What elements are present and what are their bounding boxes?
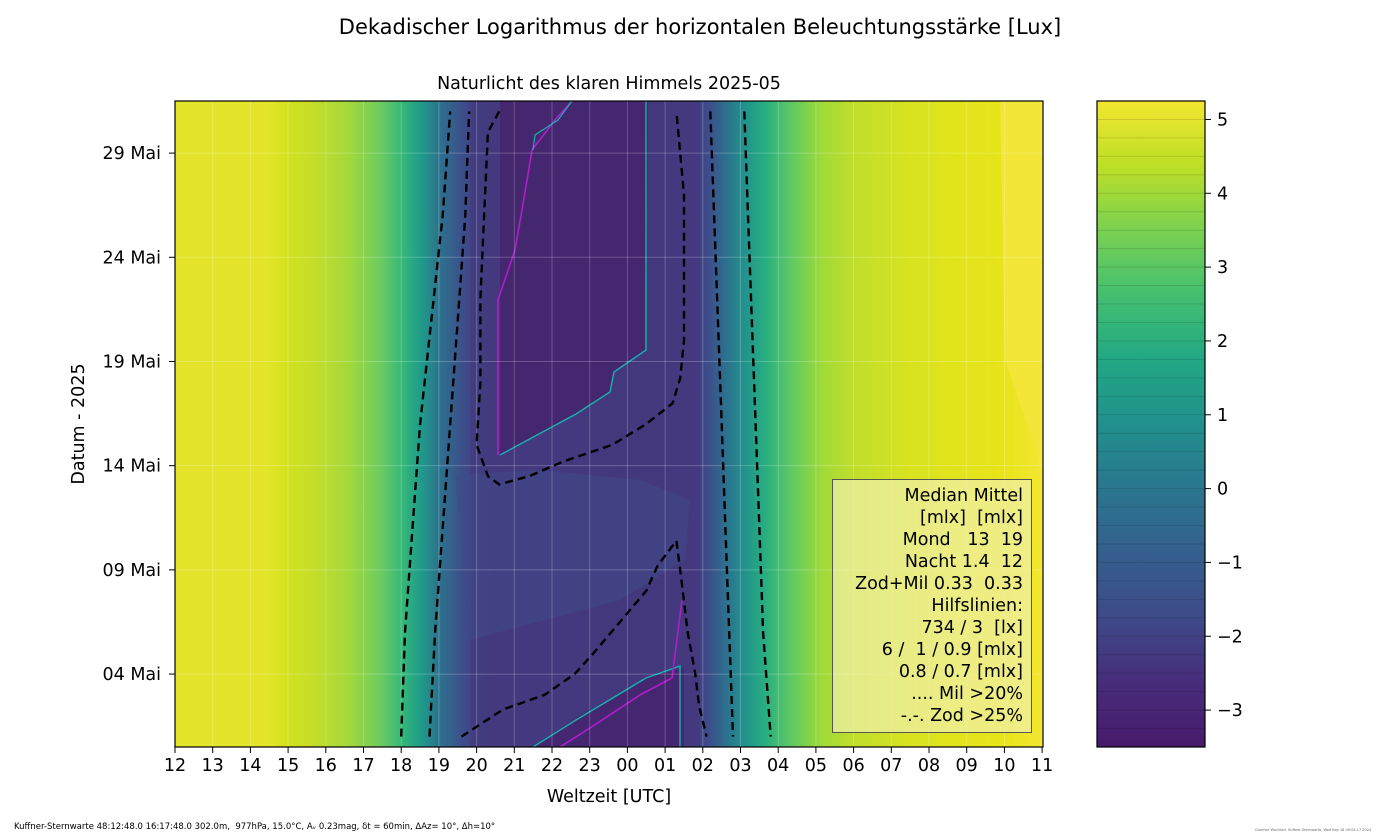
x-tick-label: 20 (465, 756, 487, 776)
dashed-contour-line (709, 111, 735, 737)
legend-line: [mlx] [mlx] (920, 508, 1023, 528)
cyan-contour-upper (499, 101, 647, 456)
x-tick-label: 03 (729, 756, 751, 776)
x-tick-label: 18 (390, 756, 412, 776)
cyan-contour-top (532, 101, 573, 151)
chart-title: Dekadischer Logarithmus der horizontalen… (339, 15, 1061, 39)
magenta-contour-upper (497, 101, 573, 455)
x-tick-label: 07 (880, 756, 902, 776)
magenta-contour-lower (559, 599, 683, 747)
x-tick-label: 14 (239, 756, 261, 776)
y-axis-ticks: 04 Mai 09 Mai 14 Mai 19 Mai 24 Mai 29 Mai (102, 144, 175, 685)
plot-frame (174, 100, 1044, 748)
dashed-contour-line (428, 111, 471, 737)
footer-credit: Günther Wuchterl, Kuffner-Sternwarte, We… (1255, 828, 1372, 832)
grid (175, 101, 1043, 747)
x-tick-label: 15 (277, 756, 299, 776)
legend-line: Hilfslinien: (931, 596, 1023, 616)
colorbar-tick-label: −1 (1217, 553, 1243, 573)
x-tick-label: 17 (352, 756, 374, 776)
colorbar-tick-label: −3 (1217, 701, 1243, 721)
colorbar-frame (1096, 100, 1206, 748)
x-tick-label: 06 (842, 756, 864, 776)
x-tick-label: 11 (1031, 756, 1053, 776)
colorbar-tick-label: 1 (1217, 406, 1228, 426)
x-tick-label: 00 (616, 756, 638, 776)
y-axis-label: Datum - 2025 (69, 363, 89, 484)
legend-line: Mond 13 19 (902, 530, 1023, 550)
legend-text: Median Mittel [mlx] [mlx] Mond 13 19 Nacht … (855, 485, 1023, 727)
bright-edge-region (1000, 101, 1043, 470)
y-tick-label: 24 Mai (102, 248, 161, 268)
x-tick-label: 13 (202, 756, 224, 776)
x-tick-label: 10 (993, 756, 1015, 776)
y-tick-label: 09 Mai (102, 561, 161, 581)
colorbar-tick-label: 5 (1217, 110, 1228, 130)
legend-line: Zod+Mil 0.33 0.33 (855, 574, 1023, 594)
x-tick-label: 01 (654, 756, 676, 776)
legend-line: Median Mittel (904, 486, 1023, 506)
x-axis-ticks: 12 13 14 15 16 17 18 19 20 21 22 23 00 01 02 03 04 05 06 07… (164, 747, 1053, 776)
x-tick-label: 23 (579, 756, 601, 776)
x-tick-label: 04 (767, 756, 789, 776)
colorbar-tick-label: 4 (1217, 184, 1228, 204)
colorbar-tick-label: 0 (1217, 480, 1228, 500)
x-tick-label: 22 (541, 756, 563, 776)
x-axis-label: Weltzeit [UTC] (547, 787, 671, 807)
legend-box: Median Mittel [mlx] [mlx] Mond 13 19 Nacht … (832, 479, 1032, 733)
x-tick-label: 09 (956, 756, 978, 776)
dashed-contours (400, 110, 772, 738)
legend-line: 0.8 / 0.7 [mlx] (898, 662, 1023, 682)
x-tick-label: 08 (918, 756, 940, 776)
dashed-contour-line (460, 537, 708, 738)
x-tick-label: 21 (503, 756, 525, 776)
y-tick-label: 04 Mai (102, 665, 161, 685)
colorbar-tick-label: 3 (1217, 258, 1228, 278)
chart-subtitle: Naturlicht des klaren Himmels 2025-05 (437, 74, 781, 94)
x-tick-label: 12 (164, 756, 186, 776)
cyan-contour-lower (532, 665, 681, 747)
legend-line: Nacht 1.4 12 (904, 552, 1023, 572)
colorbar-tick-label: 2 (1217, 332, 1228, 352)
x-tick-label: 05 (805, 756, 827, 776)
x-tick-label: 16 (315, 756, 337, 776)
colorbar-gradient (1097, 101, 1205, 747)
x-tick-label: 02 (692, 756, 714, 776)
moonlit-region (455, 470, 690, 640)
colorbar-bands (1097, 118, 1205, 730)
legend-line: .... Mil >20% (911, 684, 1023, 704)
y-tick-label: 14 Mai (102, 457, 161, 477)
dashed-contour-line (743, 111, 772, 737)
legend-line: 6 / 1 / 0.9 [mlx] (881, 640, 1023, 660)
heatmap-field (175, 101, 1043, 747)
legend-line: -.-. Zod >25% (900, 706, 1023, 726)
dashed-contour-line (400, 111, 452, 737)
moonless-night-region-upper (500, 101, 648, 455)
legend-line: 734 / 3 [lx] (921, 618, 1023, 638)
y-tick-label: 19 Mai (102, 352, 161, 372)
footer-station-info: Kuffner-Sternwarte 48:12:48.0 16:17:48.0… (14, 822, 496, 832)
x-tick-label: 19 (428, 756, 450, 776)
y-tick-label: 29 Mai (102, 144, 161, 164)
colorbar-tick-label: −2 (1217, 627, 1243, 647)
colorbar-ticks: 5 4 3 2 1 0 −1 −2 −3 (1205, 110, 1243, 721)
